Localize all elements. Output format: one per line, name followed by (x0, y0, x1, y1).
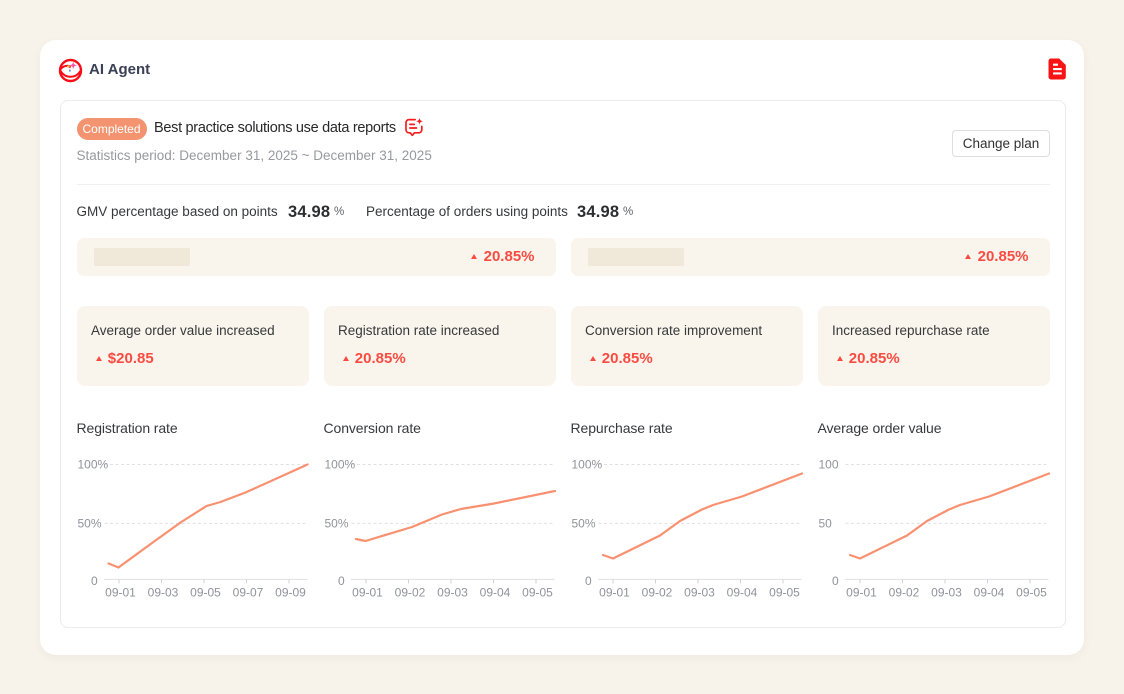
svg-text:0: 0 (585, 574, 592, 588)
svg-text:09-05: 09-05 (190, 585, 221, 599)
svg-text:09-02: 09-02 (394, 585, 425, 599)
svg-text:09-09: 09-09 (275, 585, 306, 599)
svg-text:09-01: 09-01 (105, 585, 136, 599)
svg-text:100%: 100% (324, 458, 355, 472)
svg-text:09-01: 09-01 (352, 585, 383, 599)
svg-text:0: 0 (338, 574, 345, 588)
svg-text:09-03: 09-03 (931, 585, 962, 599)
svg-text:09-05: 09-05 (1016, 585, 1047, 599)
svg-text:09-02: 09-02 (641, 585, 672, 599)
svg-text:09-02: 09-02 (888, 585, 919, 599)
svg-text:09-07: 09-07 (232, 585, 263, 599)
svg-text:09-05: 09-05 (522, 585, 553, 599)
svg-text:50%: 50% (324, 516, 348, 530)
svg-text:100: 100 (818, 458, 838, 472)
svg-text:50%: 50% (571, 516, 595, 530)
svg-text:09-03: 09-03 (684, 585, 715, 599)
svg-text:100%: 100% (571, 458, 602, 472)
svg-text:09-04: 09-04 (973, 585, 1004, 599)
svg-text:09-01: 09-01 (599, 585, 630, 599)
svg-text:09-05: 09-05 (769, 585, 800, 599)
svg-text:09-04: 09-04 (726, 585, 757, 599)
svg-text:09-01: 09-01 (846, 585, 877, 599)
svg-text:09-03: 09-03 (437, 585, 468, 599)
svg-text:50: 50 (818, 516, 832, 530)
svg-text:50%: 50% (77, 516, 101, 530)
svg-text:100%: 100% (77, 458, 108, 472)
svg-text:09-03: 09-03 (147, 585, 178, 599)
svg-text:0: 0 (832, 574, 839, 588)
svg-text:0: 0 (91, 574, 98, 588)
svg-text:09-04: 09-04 (479, 585, 510, 599)
